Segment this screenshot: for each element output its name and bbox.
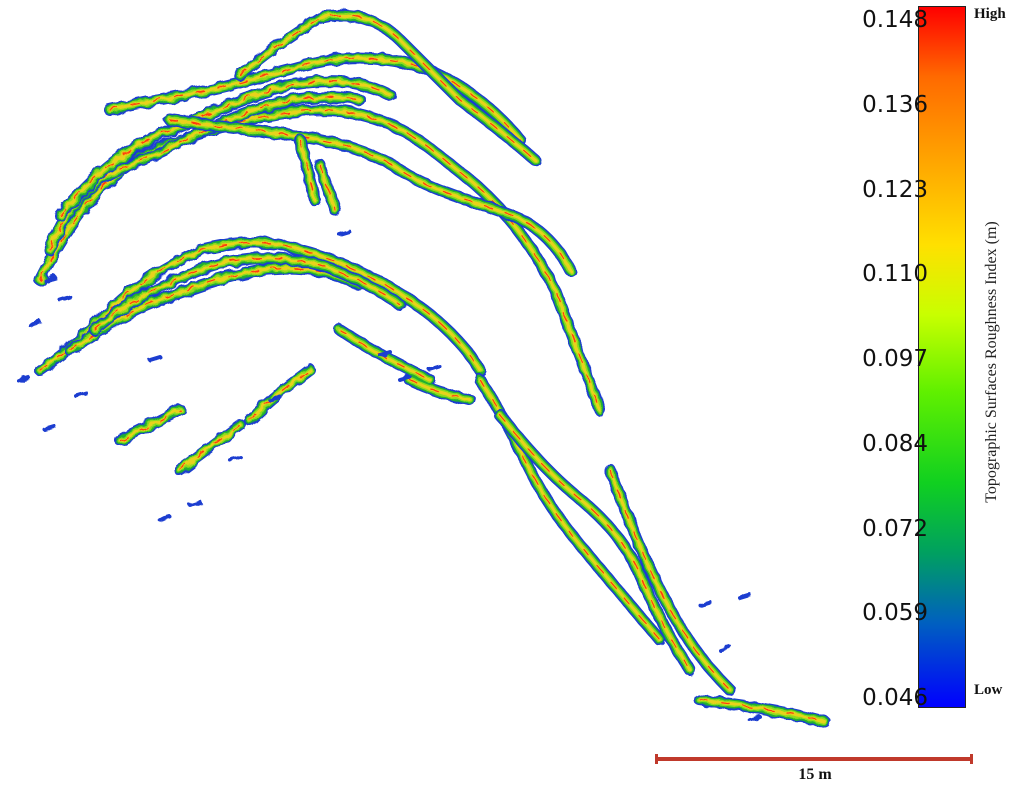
roughness-fragment — [718, 645, 732, 652]
roughness-fragment — [338, 230, 352, 237]
roughness-band — [699, 699, 826, 723]
roughness-band — [109, 57, 521, 141]
roughness-fragment — [428, 365, 442, 372]
roughness-fragment — [188, 500, 202, 507]
colorbar — [918, 6, 966, 708]
roughness-band — [339, 329, 471, 401]
roughness-band — [119, 369, 311, 471]
colorbar-tick-label: 0.084 — [862, 430, 928, 457]
roughness-band — [499, 414, 691, 671]
colorbar-tick-label: 0.059 — [862, 600, 928, 627]
roughness-fragment — [698, 600, 712, 607]
roughness-band — [239, 14, 536, 161]
roughness-fragment — [398, 375, 412, 382]
roughness-fragment — [43, 275, 57, 282]
colorbar-tick-label: 0.046 — [862, 685, 928, 711]
colorbar-tick-label: 0.110 — [862, 261, 928, 288]
colorbar-tick-label: 0.097 — [862, 346, 928, 372]
roughness-band — [608, 468, 732, 692]
colorbar-tick-label: 0.123 — [862, 176, 928, 203]
roughness-band — [299, 139, 336, 211]
roughness-band — [114, 364, 316, 476]
colorbar-low-label: Low — [974, 682, 1003, 698]
roughness-band — [604, 464, 736, 696]
colorbar-tick-label: 0.148 — [862, 7, 928, 33]
roughness-features — [16, 9, 831, 728]
scale-bar — [655, 754, 973, 764]
roughness-band — [59, 80, 391, 216]
roughness-band — [93, 256, 402, 332]
roughness-fragment — [58, 295, 72, 302]
roughness-fragment — [378, 350, 392, 357]
scale-bar-label: 15 m — [798, 766, 832, 783]
roughness-band — [169, 119, 571, 271]
colorbar-high-label: High — [974, 6, 1006, 22]
roughness-fragment — [148, 355, 162, 362]
roughness-fragment — [43, 425, 57, 432]
colorbar-tick-label: 0.136 — [862, 91, 928, 118]
roughness-band — [49, 96, 361, 251]
roughness-band — [39, 241, 481, 371]
roughness-fragment — [738, 593, 752, 600]
roughness-fragment — [268, 395, 282, 402]
roughness-fragment — [158, 515, 172, 522]
roughness-fragment — [748, 715, 762, 722]
roughness-fragment — [228, 455, 242, 462]
roughness-band — [69, 267, 361, 351]
colorbar-tick-label: 0.072 — [862, 515, 928, 542]
roughness-fragment — [73, 390, 87, 397]
roughness-fragment — [28, 320, 42, 327]
roughness-fragment — [16, 375, 30, 382]
